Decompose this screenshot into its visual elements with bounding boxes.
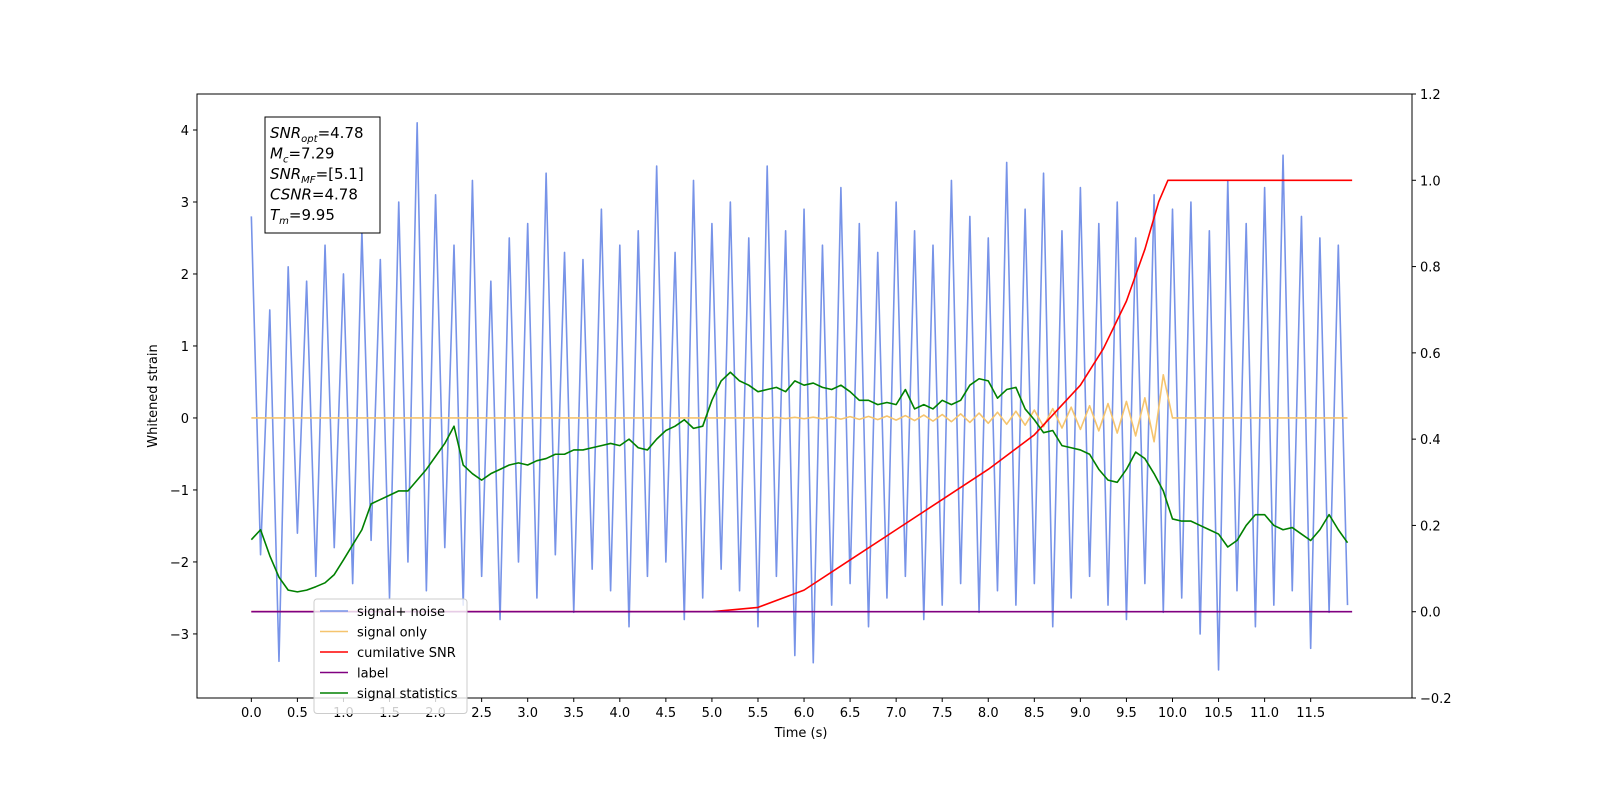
annotation-subscript: MF (301, 175, 316, 186)
series-line (250, 371, 1349, 593)
legend-label: signal+ noise (357, 605, 445, 620)
x-axis-label: Time (s) (774, 726, 828, 741)
annotation-line: Mc=7.29 (270, 145, 334, 166)
y-tick-label: −2 (170, 556, 189, 571)
x-tick-label: 10.0 (1158, 706, 1187, 721)
y-tick-label: 3 (181, 196, 189, 211)
annotation-name: M (270, 145, 283, 163)
annotation-name: CSNR (270, 186, 312, 204)
x-tick-label: 6.5 (840, 706, 861, 721)
y2-tick-label: 1.2 (1420, 88, 1441, 103)
legend-label: signal only (357, 626, 427, 641)
x-tick-label: 0.5 (287, 706, 308, 721)
annotation-value: =[5.1] (316, 165, 364, 183)
annotation-value: =9.95 (289, 206, 335, 224)
x-tick-label: 11.0 (1250, 706, 1279, 721)
y2-tick-label: −0.2 (1420, 692, 1452, 707)
y-tick-label: −3 (170, 628, 189, 643)
x-tick-label: 3.5 (563, 706, 584, 721)
legend-label: label (357, 667, 388, 682)
x-tick-label: 7.0 (886, 706, 907, 721)
annotation-subscript: m (279, 216, 289, 227)
x-tick-label: 9.5 (1116, 706, 1137, 721)
x-tick-label: 4.5 (656, 706, 677, 721)
x-tick-label: 7.5 (932, 706, 953, 721)
y2-tick-label: 0.0 (1420, 606, 1441, 621)
y2-tick-label: 0.4 (1420, 433, 1441, 448)
plot-frame (196, 93, 1413, 699)
annotation-subscript: opt (301, 134, 318, 145)
y2-tick-label: 0.8 (1420, 261, 1441, 276)
y-tick-label: 4 (181, 124, 189, 139)
annotation-line: SNRopt=4.78 (270, 124, 364, 145)
annotation-value: =4.78 (318, 124, 364, 142)
x-tick-label: 9.0 (1070, 706, 1091, 721)
annotation-name: T (270, 206, 281, 224)
x-tick-label: 4.0 (609, 706, 630, 721)
series-line (250, 122, 1349, 671)
x-tick-label: 11.5 (1296, 706, 1325, 721)
x-tick-label: 8.5 (1024, 706, 1045, 721)
legend-label: cumilative SNR (357, 646, 456, 661)
annotation-value: =7.29 (288, 145, 334, 163)
annotation-subscript: c (283, 155, 289, 166)
y2-tick-label: 0.2 (1420, 519, 1441, 534)
y-tick-label: 0 (181, 412, 189, 427)
annotation-name: SNR (270, 165, 301, 183)
y-tick-label: 1 (181, 340, 189, 355)
x-tick-label: 10.5 (1204, 706, 1233, 721)
annotation-line: SNRMF=[5.1] (270, 165, 364, 186)
annotation-line: CSNR=4.78 (270, 186, 358, 204)
x-tick-label: 5.0 (702, 706, 723, 721)
annotation-line: Tm=9.95 (270, 206, 335, 227)
annotation-name: SNR (270, 124, 301, 142)
x-tick-label: 3.0 (517, 706, 538, 721)
x-tick-label: 6.0 (794, 706, 815, 721)
annotation-box (264, 116, 381, 234)
annotation-value: =4.78 (312, 186, 358, 204)
y-tick-label: −1 (170, 484, 189, 499)
y2-tick-label: 1.0 (1420, 174, 1441, 189)
x-tick-label: 0.0 (241, 706, 262, 721)
y-tick-label: 2 (181, 268, 189, 283)
x-tick-label: 2.5 (471, 706, 492, 721)
x-tick-label: 5.5 (748, 706, 769, 721)
series-line (251, 373, 1348, 443)
y2-tick-label: 0.6 (1420, 347, 1441, 362)
y-axis-label: Whitened strain (146, 344, 161, 447)
legend-box (313, 598, 468, 714)
series-line (251, 179, 1353, 613)
x-tick-label: 8.0 (978, 706, 999, 721)
legend-label: signal statistics (357, 687, 458, 702)
